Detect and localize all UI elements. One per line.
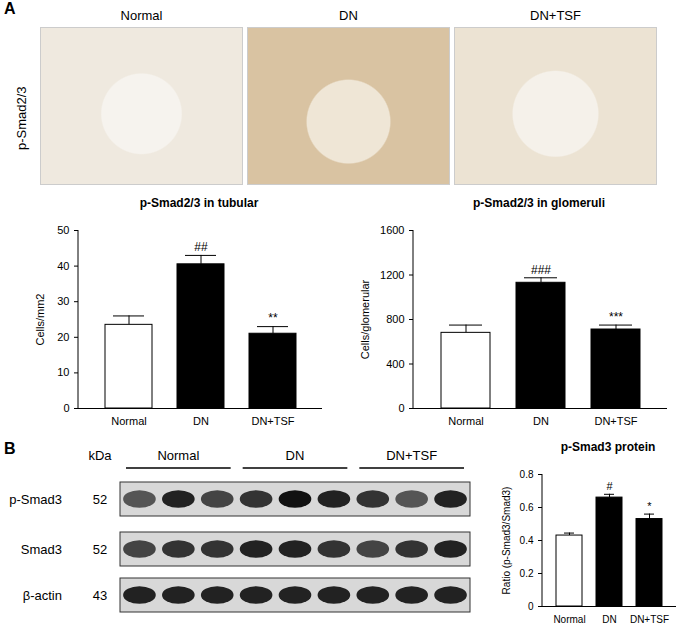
svg-text:0.4: 0.4: [520, 535, 534, 546]
svg-text:1200: 1200: [380, 269, 404, 281]
svg-text:DN+TSF: DN+TSF: [630, 614, 669, 625]
svg-text:Cells/glomerular: Cells/glomerular: [359, 279, 371, 359]
svg-text:40: 40: [57, 260, 69, 272]
svg-text:kDa: kDa: [88, 448, 112, 463]
svg-text:Normal: Normal: [448, 415, 483, 427]
svg-text:DN: DN: [286, 448, 305, 463]
svg-text:0: 0: [528, 601, 534, 612]
html-text:Normal: Normal: [120, 8, 163, 23]
svg-text:0.8: 0.8: [520, 469, 534, 480]
svg-text:p-Smad3: p-Smad3: [9, 492, 62, 507]
svg-text:DN: DN: [193, 415, 209, 427]
svg-text:20: 20: [57, 331, 69, 343]
svg-text:###: ###: [531, 263, 551, 277]
html-text:p-Smad3 protein: p-Smad3 protein: [560, 440, 656, 454]
html-text:DN+TSF: DN+TSF: [530, 8, 581, 23]
html-text:DN: DN: [339, 8, 358, 23]
svg-text:0: 0: [63, 402, 69, 414]
html-text:p-Smad2/3 in glomeruli: p-Smad2/3 in glomeruli: [473, 196, 605, 210]
svg-text:800: 800: [386, 313, 404, 325]
svg-text:DN+TSF: DN+TSF: [251, 415, 294, 427]
svg-text:***: ***: [609, 310, 623, 324]
svg-text:0.2: 0.2: [520, 568, 534, 579]
svg-text:30: 30: [57, 295, 69, 307]
svg-text:400: 400: [386, 358, 404, 370]
html-text:p-Smad2/3 in tubular: p-Smad2/3 in tubular: [139, 196, 259, 210]
svg-text:Smad3: Smad3: [21, 542, 62, 557]
svg-text:10: 10: [57, 366, 69, 378]
svg-text:DN: DN: [533, 415, 549, 427]
svg-text:43: 43: [93, 588, 107, 603]
svg-text:0.6: 0.6: [520, 502, 534, 513]
html-text:B: B: [4, 440, 16, 457]
svg-text:Cells/mm2: Cells/mm2: [34, 294, 46, 346]
svg-text:1600: 1600: [380, 224, 404, 236]
svg-text:Ratio (p-Smad3/Smad3): Ratio (p-Smad3/Smad3): [501, 487, 512, 595]
html-text:p-Smad2/3: p-Smad2/3: [14, 86, 29, 150]
svg-text:β-actin: β-actin: [23, 588, 62, 603]
svg-text:Normal: Normal: [553, 614, 585, 625]
svg-text:##: ##: [194, 240, 208, 254]
svg-text:**: **: [268, 311, 278, 325]
svg-text:DN+TSF: DN+TSF: [594, 415, 637, 427]
html-text:A: A: [4, 0, 16, 17]
svg-text:52: 52: [93, 542, 107, 557]
svg-text:52: 52: [93, 492, 107, 507]
svg-text:#: #: [606, 480, 613, 492]
svg-text:DN: DN: [602, 614, 616, 625]
svg-text:0: 0: [398, 402, 404, 414]
svg-text:Normal: Normal: [111, 415, 146, 427]
svg-text:*: *: [647, 500, 652, 512]
svg-text:DN+TSF: DN+TSF: [386, 448, 437, 463]
svg-text:Normal: Normal: [157, 448, 199, 463]
svg-text:50: 50: [57, 224, 69, 236]
